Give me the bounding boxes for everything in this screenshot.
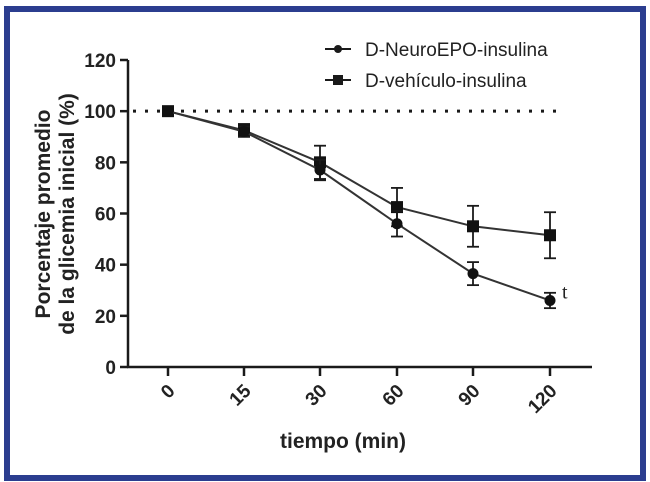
y-axis-ticks: 0 20 40 60 80 100 120 xyxy=(84,51,128,379)
data-point-circle xyxy=(314,164,326,176)
x-axis-ticks: 0 15 30 60 90 120 xyxy=(157,367,562,418)
y-tick-label: 20 xyxy=(95,307,116,328)
data-point-circle xyxy=(544,294,556,306)
square-marker-icon xyxy=(333,75,343,85)
significance-annotation: t xyxy=(562,281,568,303)
data-point-circle xyxy=(391,218,403,230)
data-point-circle xyxy=(162,105,174,117)
y-tick-label: 80 xyxy=(95,153,116,174)
x-tick-label: 120 xyxy=(524,381,561,418)
circle-marker-icon xyxy=(334,45,342,53)
data-point-square xyxy=(467,220,479,233)
legend-item-neuroepo: D-NeuroEPO-insulina xyxy=(325,40,548,61)
x-tick-label: 60 xyxy=(379,381,409,411)
series-layer xyxy=(162,105,556,310)
y-axis-title: Porcentaje promedio de la glicemia inici… xyxy=(32,93,79,335)
chart-frame xyxy=(4,6,646,481)
x-tick-label: 30 xyxy=(302,381,332,411)
data-point-circle xyxy=(467,268,479,280)
x-tick-label: 15 xyxy=(226,380,256,410)
x-tick-label: 90 xyxy=(455,381,485,411)
data-point-circle xyxy=(238,126,250,138)
y-tick-label: 0 xyxy=(105,358,116,379)
legend-item-vehiculo: D-vehículo-insulina xyxy=(325,71,527,92)
y-axis-title-line-1: Porcentaje promedio xyxy=(32,110,55,319)
data-point-square xyxy=(544,229,556,242)
legend: D-NeuroEPO-insulina D-vehículo-insulina xyxy=(325,40,548,92)
legend-label-neuroepo: D-NeuroEPO-insulina xyxy=(365,40,548,61)
y-tick-label: 60 xyxy=(95,205,116,226)
x-axis-title: tiempo (min) xyxy=(280,430,406,453)
y-tick-label: 40 xyxy=(95,256,116,277)
y-tick-label: 120 xyxy=(84,51,116,72)
legend-label-vehiculo: D-vehículo-insulina xyxy=(365,71,527,92)
x-tick-label: 0 xyxy=(157,381,179,403)
y-tick-label: 100 xyxy=(84,102,116,123)
y-axis-title-line-2: de la glicemia inicial (%) xyxy=(56,93,79,335)
series-neuroepo xyxy=(162,105,556,310)
series-vehiculo xyxy=(162,105,556,260)
